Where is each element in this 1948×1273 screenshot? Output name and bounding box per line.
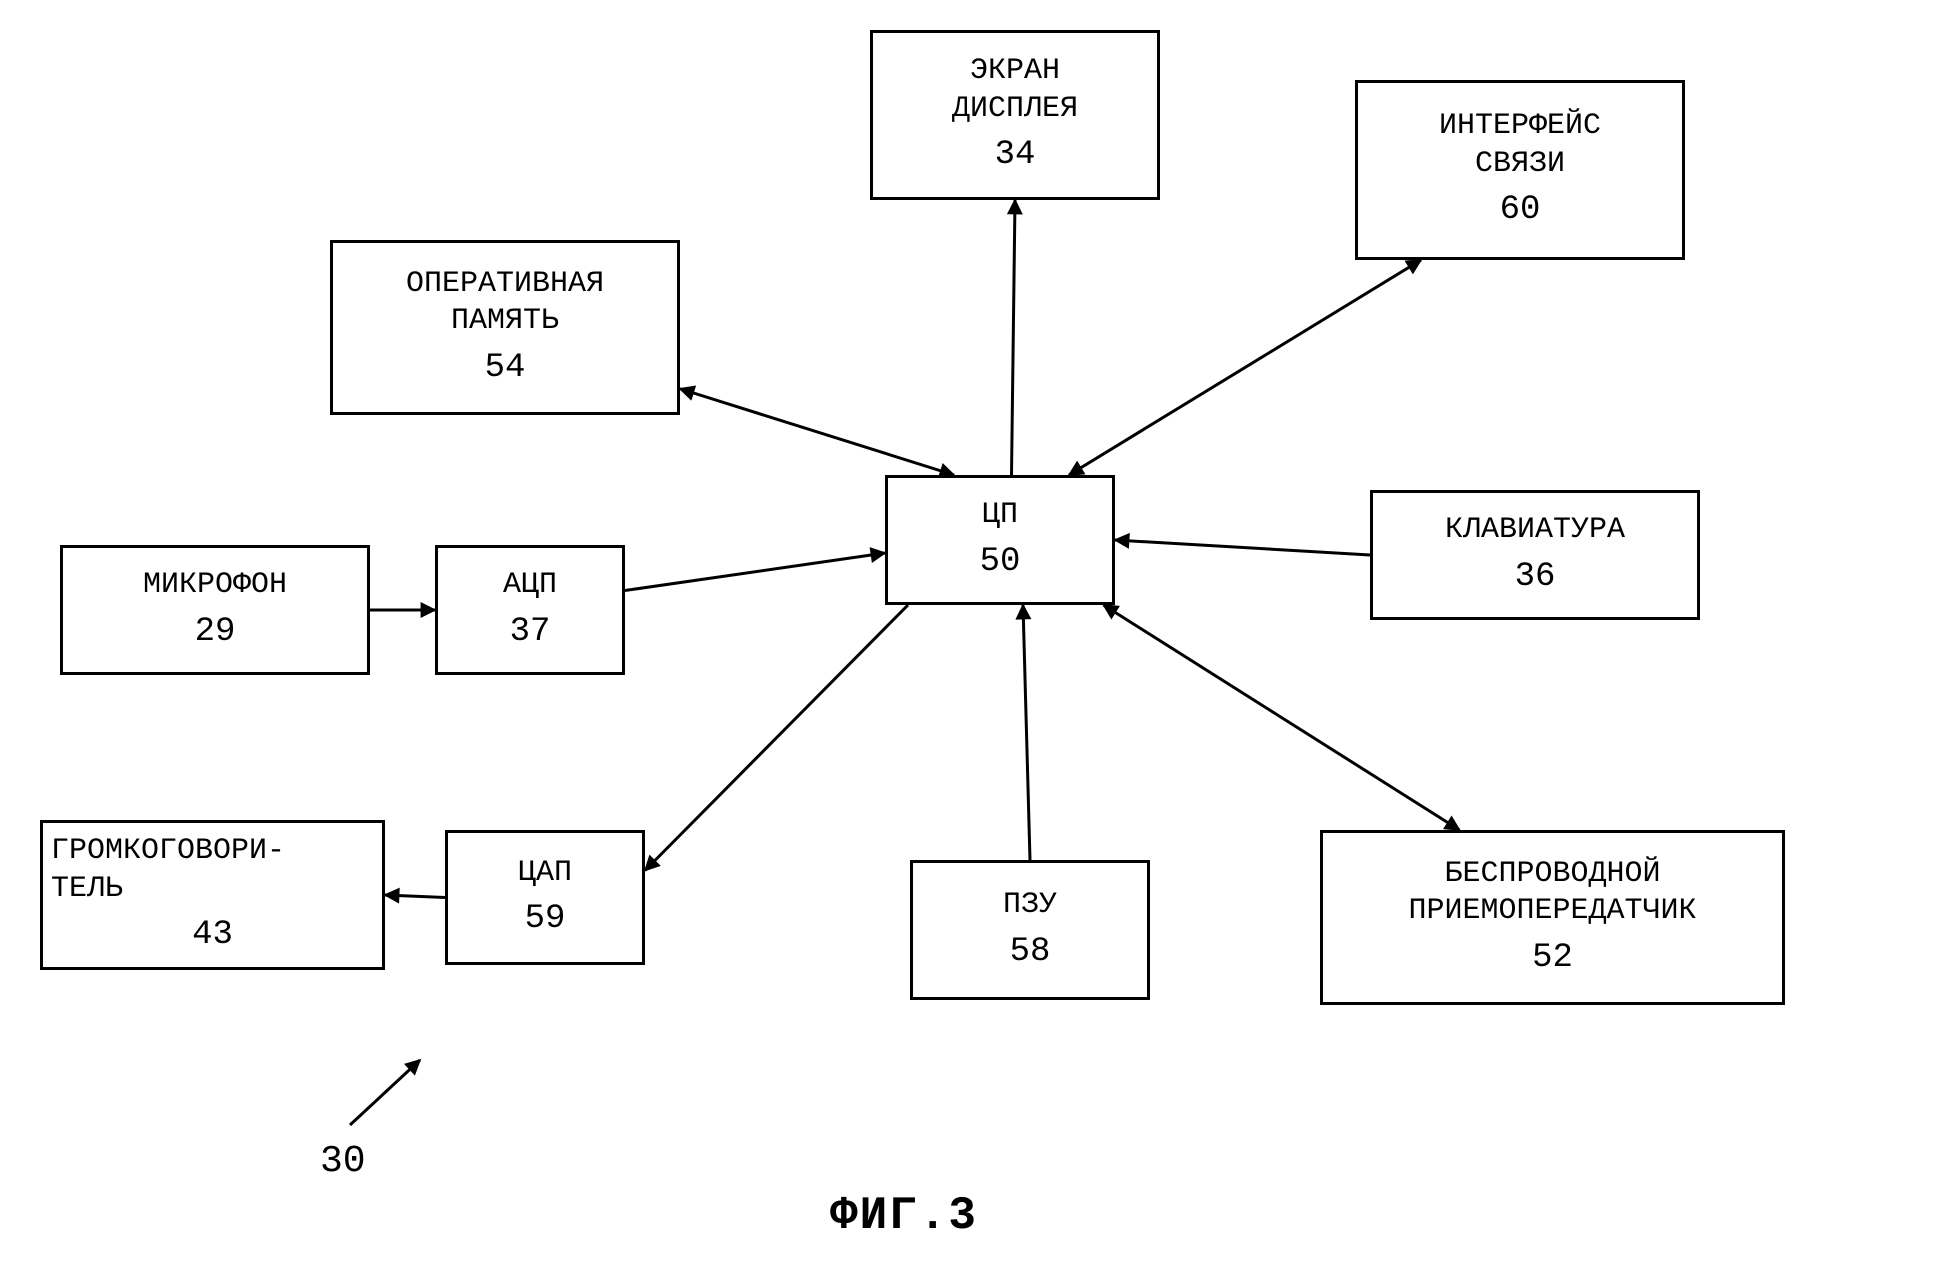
edge-rom-cpu <box>1023 605 1030 860</box>
node-cpu-number: 50 <box>980 541 1021 584</box>
node-commiface: ИНТЕРФЕЙС СВЯЗИ 60 <box>1355 80 1685 260</box>
node-radio: БЕСПРОВОДНОЙ ПРИЕМОПЕРЕДАТЧИК 52 <box>1320 830 1785 1005</box>
node-ram-label: ОПЕРАТИВНАЯ ПАМЯТЬ <box>406 266 604 341</box>
edge-adc-cpu <box>625 553 885 591</box>
node-keyboard-label: КЛАВИАТУРА <box>1445 512 1625 550</box>
edge-keyboard-cpu <box>1115 540 1370 555</box>
diagram-stage: 30 ФИГ.3 ЭКРАН ДИСПЛЕЯ 34 ИНТЕРФЕЙС СВЯЗИ 6… <box>0 0 1948 1273</box>
node-rom-label: ПЗУ <box>1003 887 1057 925</box>
node-commiface-number: 60 <box>1500 189 1541 232</box>
node-ram-number: 54 <box>485 347 526 390</box>
edge-cpu-display <box>1012 200 1016 475</box>
node-keyboard-number: 36 <box>1515 556 1556 599</box>
node-cpu-label: ЦП <box>982 497 1018 535</box>
node-radio-number: 52 <box>1532 937 1573 980</box>
figure-reference-number: 30 <box>320 1140 366 1183</box>
node-commiface-label: ИНТЕРФЕЙС СВЯЗИ <box>1439 108 1601 183</box>
node-dac-label: ЦАП <box>518 855 572 893</box>
node-radio-label: БЕСПРОВОДНОЙ ПРИЕМОПЕРЕДАТЧИК <box>1408 856 1696 931</box>
edge-cpu-ram <box>680 389 954 475</box>
node-display-number: 34 <box>995 134 1036 177</box>
node-mic-number: 29 <box>195 611 236 654</box>
node-mic-label: МИКРОФОН <box>143 567 287 605</box>
node-rom: ПЗУ 58 <box>910 860 1150 1000</box>
node-speaker: ГРОМКОГОВОРИ- ТЕЛЬ 43 <box>40 820 385 970</box>
figure-caption: ФИГ.3 <box>830 1190 978 1242</box>
node-adc-number: 37 <box>510 611 551 654</box>
reference-arrow <box>350 1060 420 1125</box>
node-display-label: ЭКРАН ДИСПЛЕЯ <box>952 53 1078 128</box>
node-ram: ОПЕРАТИВНАЯ ПАМЯТЬ 54 <box>330 240 680 415</box>
edge-cpu-radio <box>1104 605 1460 830</box>
node-dac-number: 59 <box>525 898 566 941</box>
edge-dac-speaker <box>385 895 445 898</box>
edge-cpu-dac <box>645 605 908 871</box>
node-display: ЭКРАН ДИСПЛЕЯ 34 <box>870 30 1160 200</box>
edge-cpu-commiface <box>1069 260 1421 475</box>
node-mic: МИКРОФОН 29 <box>60 545 370 675</box>
node-cpu: ЦП 50 <box>885 475 1115 605</box>
node-adc: АЦП 37 <box>435 545 625 675</box>
node-dac: ЦАП 59 <box>445 830 645 965</box>
node-adc-label: АЦП <box>503 567 557 605</box>
node-keyboard: КЛАВИАТУРА 36 <box>1370 490 1700 620</box>
node-speaker-label: ГРОМКОГОВОРИ- ТЕЛЬ <box>51 833 285 908</box>
node-rom-number: 58 <box>1010 931 1051 974</box>
node-speaker-number: 43 <box>192 914 233 957</box>
